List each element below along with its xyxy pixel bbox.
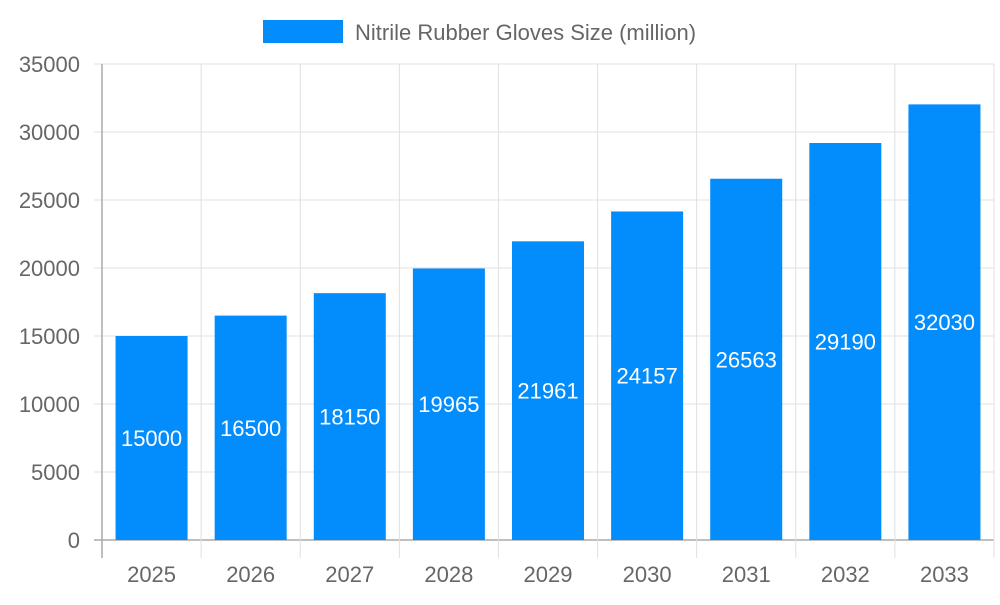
y-tick-label: 35000 (19, 52, 80, 77)
bar (214, 315, 287, 540)
bar (809, 143, 882, 541)
bar-value-label: 16500 (220, 416, 281, 441)
bar-value-label: 21961 (517, 379, 578, 404)
bar (313, 293, 386, 540)
x-tick-label: 2027 (325, 562, 374, 587)
y-tick-label: 15000 (19, 324, 80, 349)
y-tick-label: 30000 (19, 120, 80, 145)
x-tick-label: 2029 (524, 562, 573, 587)
x-tick-label: 2025 (127, 562, 176, 587)
bar-value-label: 32030 (914, 310, 975, 335)
bar-value-label: 26563 (716, 347, 777, 372)
x-tick-label: 2026 (226, 562, 275, 587)
bar (512, 241, 584, 541)
bar-value-label: 29190 (815, 330, 876, 355)
bar (412, 268, 485, 540)
bar (611, 211, 684, 541)
x-tick-label: 2032 (821, 562, 870, 587)
bar-value-label: 19965 (418, 392, 479, 417)
bar (908, 104, 981, 540)
bar-value-label: 15000 (121, 426, 182, 451)
x-tick-label: 2028 (424, 562, 473, 587)
bar-value-label: 18150 (319, 405, 380, 430)
x-tick-label: 2030 (623, 562, 672, 587)
legend-swatch (263, 20, 343, 43)
y-tick-label: 25000 (19, 188, 80, 213)
x-tick-label: 2033 (920, 562, 969, 587)
bar-value-label: 24157 (617, 364, 678, 389)
x-tick-label: 2031 (722, 562, 771, 587)
legend-label: Nitrile Rubber Gloves Size (million) (355, 20, 696, 45)
y-tick-label: 10000 (19, 392, 80, 417)
y-tick-label: 5000 (31, 460, 80, 485)
bar (710, 178, 783, 540)
bar (115, 336, 188, 540)
y-tick-label: 20000 (19, 256, 80, 281)
y-tick-label: 0 (68, 528, 80, 553)
